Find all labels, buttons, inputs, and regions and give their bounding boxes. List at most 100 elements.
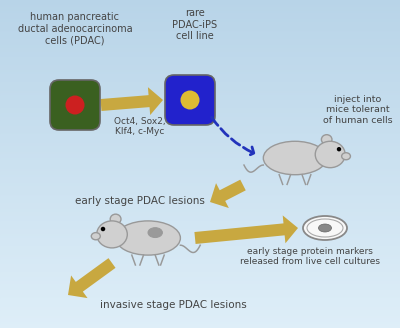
Bar [0,97,400,98]
Bar [0,181,400,182]
Bar [0,310,400,311]
Bar [0,2,400,3]
Bar [0,182,400,183]
Bar [0,323,400,324]
Ellipse shape [263,141,327,175]
Bar [0,171,400,172]
Bar [0,316,400,317]
Bar [0,75,400,76]
Bar [0,270,400,271]
Bar [0,45,400,46]
Bar [0,238,400,239]
Bar [0,140,400,141]
Bar [0,205,400,206]
Bar [0,48,400,49]
Polygon shape [210,180,246,208]
Bar [0,240,400,241]
Bar [0,81,400,82]
Bar [0,250,400,251]
Bar [0,20,400,21]
Bar [0,13,400,14]
Bar [0,144,400,145]
Bar [0,324,400,325]
Bar [0,244,400,245]
Bar [0,71,400,72]
Bar [0,213,400,214]
Bar [0,92,400,93]
Bar [0,226,400,227]
Bar [0,34,400,35]
Bar [0,322,400,323]
Bar [0,208,400,209]
Bar [0,293,400,294]
Bar [0,44,400,45]
Bar [0,187,400,188]
Bar [0,199,400,200]
Bar [0,242,400,243]
Bar [0,52,400,53]
Bar [0,261,400,262]
Bar [0,110,400,111]
Bar [0,57,400,58]
Bar [0,73,400,74]
Bar [0,39,400,40]
Text: human pancreatic
ductal adenocarcinoma
cells (PDAC): human pancreatic ductal adenocarcinoma c… [18,12,132,45]
Bar [0,192,400,193]
Bar [0,245,400,246]
Bar [0,257,400,258]
Bar [0,216,400,217]
FancyBboxPatch shape [165,75,215,125]
Ellipse shape [97,221,127,248]
Bar [0,80,400,81]
Ellipse shape [116,221,180,255]
Bar [0,283,400,284]
Bar [0,281,400,282]
Bar [0,218,400,219]
Bar [0,319,400,320]
Bar [0,38,400,39]
Bar [0,15,400,16]
Bar [0,50,400,51]
Bar [0,265,400,266]
Bar [0,191,400,192]
Ellipse shape [342,153,350,160]
Bar [0,18,400,19]
Bar [0,168,400,169]
Bar [0,115,400,116]
Ellipse shape [322,135,332,144]
Polygon shape [68,258,116,298]
Polygon shape [100,87,163,115]
Bar [0,91,400,92]
Bar [0,129,400,130]
Bar [0,11,400,12]
Bar [0,147,400,148]
Bar [0,294,400,295]
Text: early stage protein markers
released from live cell cultures: early stage protein markers released fro… [240,247,380,266]
Bar [0,196,400,197]
Bar [0,83,400,84]
Bar [0,220,400,221]
Bar [0,253,400,254]
Bar [0,229,400,230]
Bar [0,3,400,4]
Bar [0,318,400,319]
Bar [0,206,400,207]
Bar [0,209,400,210]
Bar [0,132,400,133]
Bar [0,157,400,158]
Bar [0,123,400,124]
Bar [0,10,400,11]
Bar [0,178,400,179]
Bar [0,89,400,90]
Bar [0,72,400,73]
Bar [0,210,400,211]
Bar [0,224,400,225]
Bar [0,148,400,149]
Ellipse shape [303,216,347,240]
Bar [0,304,400,305]
Bar [0,98,400,99]
Text: early stage PDAC lesions: early stage PDAC lesions [75,196,205,206]
FancyBboxPatch shape [50,80,100,130]
Bar [0,87,400,88]
Bar [0,64,400,65]
